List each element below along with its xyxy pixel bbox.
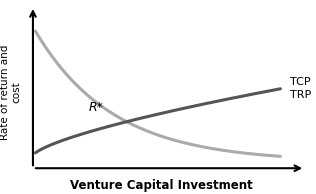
Text: TCP: TCP: [290, 77, 311, 87]
Text: R*: R*: [89, 101, 104, 114]
Text: Rate of return and
cost: Rate of return and cost: [0, 44, 21, 140]
Text: TRP: TRP: [290, 90, 312, 100]
Text: Venture Capital Investment: Venture Capital Investment: [70, 179, 253, 192]
